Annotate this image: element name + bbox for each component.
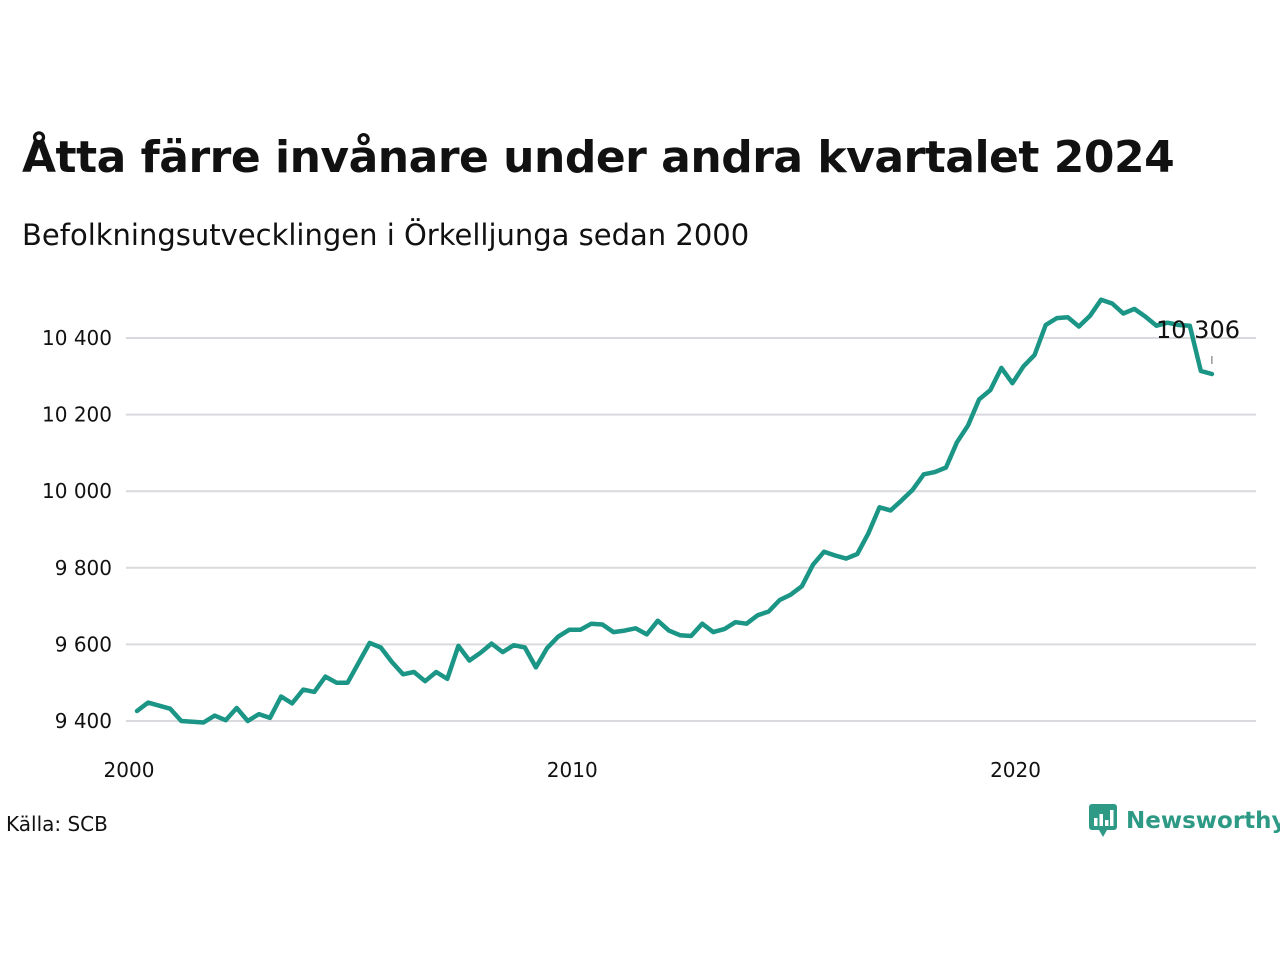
x-tick-label: 2020 — [990, 758, 1041, 782]
newsworthy-logo: Newsworthy — [1088, 803, 1280, 839]
chart-title: Åtta färre invånare under andra kvartale… — [22, 132, 1175, 183]
brand-name: Newsworthy — [1126, 808, 1280, 834]
y-axis-tick-labels: 9 400 9 600 9 800 10 000 10 200 10 400 — [42, 326, 112, 733]
end-value-label: 10 306 — [1156, 316, 1240, 344]
y-tick-label: 9 600 — [55, 632, 112, 656]
y-tick-label: 9 400 — [55, 709, 112, 733]
bar-chart-speech-bubble-icon — [1089, 804, 1117, 837]
end-label-layer: 10 306 — [1156, 316, 1240, 365]
chart-subtitle: Befolkningsutvecklingen i Örkelljunga se… — [22, 218, 750, 252]
series-line — [134, 297, 1215, 725]
y-tick-label: 9 800 — [55, 556, 112, 580]
y-tick-label: 10 000 — [42, 479, 112, 503]
y-tick-label: 10 200 — [42, 403, 112, 427]
x-tick-label: 2010 — [547, 758, 598, 782]
series-layer — [134, 297, 1215, 725]
source-note: Källa: SCB — [6, 812, 108, 836]
x-tick-label: 2000 — [104, 758, 155, 782]
grid-lines — [126, 337, 1256, 722]
y-tick-label: 10 400 — [42, 326, 112, 350]
x-axis-tick-labels: 2000 2010 2020 — [104, 758, 1041, 782]
